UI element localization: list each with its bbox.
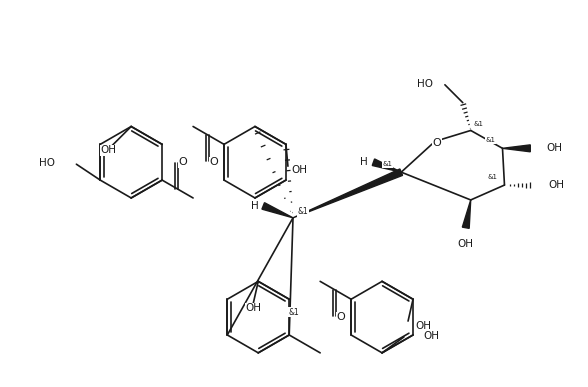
Text: O: O <box>178 157 187 167</box>
Text: OH: OH <box>548 180 564 190</box>
Polygon shape <box>503 145 530 152</box>
Polygon shape <box>262 203 293 218</box>
Text: O: O <box>336 312 345 322</box>
Text: &1: &1 <box>486 137 496 144</box>
Text: &1: &1 <box>382 161 392 167</box>
Text: OH: OH <box>415 321 431 331</box>
Text: HO: HO <box>417 79 433 89</box>
Text: &1: &1 <box>487 174 497 180</box>
Text: HO: HO <box>39 158 55 168</box>
Text: &1: &1 <box>474 122 484 127</box>
Text: OH: OH <box>458 239 474 248</box>
Text: H: H <box>252 201 259 211</box>
Text: OH: OH <box>101 145 116 155</box>
Text: &1: &1 <box>289 308 299 317</box>
Text: OH: OH <box>292 165 308 175</box>
Polygon shape <box>372 159 401 172</box>
Text: &1: &1 <box>298 207 308 216</box>
Polygon shape <box>462 200 471 228</box>
Text: OH: OH <box>245 303 261 313</box>
Text: O: O <box>433 139 442 148</box>
Text: OH: OH <box>424 331 440 341</box>
Polygon shape <box>293 169 403 218</box>
Text: OH: OH <box>546 143 562 153</box>
Text: H: H <box>360 157 368 167</box>
Text: O: O <box>209 157 218 167</box>
